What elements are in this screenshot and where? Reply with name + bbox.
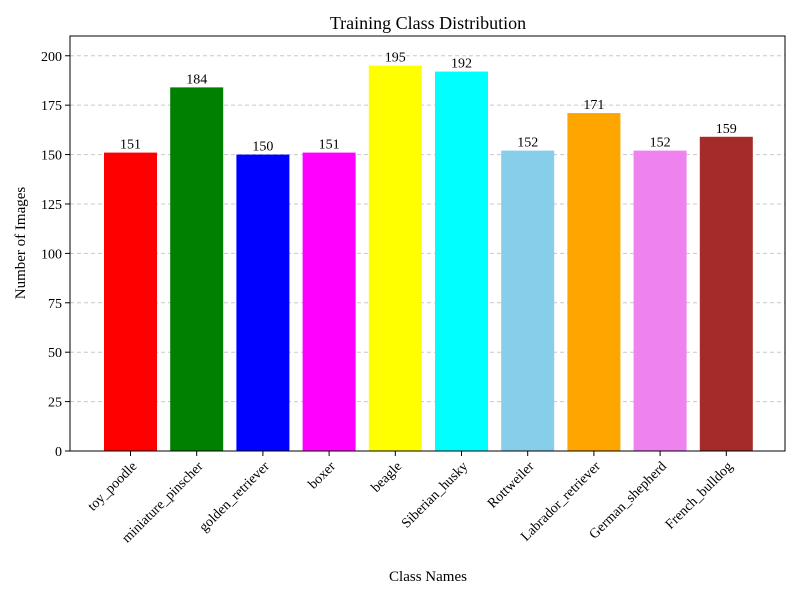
data-label-German_shepherd: 152 [650, 136, 671, 151]
bar-Siberian_husky [435, 71, 488, 452]
x-tick-label-toy_poodle: toy_poodle [85, 459, 140, 514]
data-label-miniature_pinscher: 184 [186, 72, 207, 87]
y-axis-label: Number of Images [13, 187, 29, 300]
bar-toy_poodle [104, 152, 157, 451]
bar-Rottweiler [501, 150, 555, 451]
y-tick-label: 175 [41, 99, 62, 114]
bar-boxer [302, 152, 356, 451]
x-tick-label-Rottweiler: Rottweiler [485, 459, 538, 512]
x-tick-label-French_bulldog: French_bulldog [663, 459, 736, 532]
data-label-Siberian_husky: 192 [451, 57, 472, 72]
x-tick-label-Siberian_husky: Siberian_husky [399, 459, 471, 531]
y-tick-label: 200 [41, 50, 62, 65]
y-tick-label: 125 [41, 198, 62, 213]
plot-frame [69, 35, 786, 452]
bar-German_shepherd [633, 150, 687, 451]
bar-miniature_pinscher [170, 87, 224, 451]
data-label-Rottweiler: 152 [517, 136, 538, 151]
y-tick-label: 25 [48, 396, 62, 411]
data-label-beagle: 195 [385, 51, 406, 66]
bar-French_bulldog [699, 136, 753, 452]
y-tick-label: 75 [48, 297, 62, 312]
chart-title: Training Class Distribution [330, 13, 526, 33]
data-labels-layer: 151 184 150 151 195 192 152 171 152 159 [120, 51, 737, 155]
x-axis: toy_poodleminiature_pinschergolden_retri… [85, 451, 736, 546]
x-tick-label-boxer: boxer [306, 459, 339, 492]
bar-Labrador_retriever [567, 113, 621, 452]
y-tick-label: 150 [41, 149, 62, 164]
bars-layer [104, 65, 753, 452]
data-label-golden_retriever: 150 [252, 140, 273, 155]
x-axis-label: Class Names [389, 569, 467, 585]
data-label-boxer: 151 [319, 138, 340, 153]
x-tick-label-golden_retriever: golden_retriever [197, 459, 273, 535]
data-label-toy_poodle: 151 [120, 138, 141, 153]
y-axis: 0 25 50 75 100 125 150 175 200 [41, 50, 70, 460]
y-tick-label: 50 [48, 346, 62, 361]
y-tick-label: 100 [41, 247, 62, 262]
data-label-Labrador_retriever: 171 [583, 98, 604, 113]
y-tick-label: 0 [55, 445, 62, 460]
x-tick-label-beagle: beagle [369, 459, 405, 495]
bar-golden_retriever [236, 154, 290, 452]
bar-beagle [368, 65, 422, 452]
data-label-French_bulldog: 159 [716, 122, 737, 137]
